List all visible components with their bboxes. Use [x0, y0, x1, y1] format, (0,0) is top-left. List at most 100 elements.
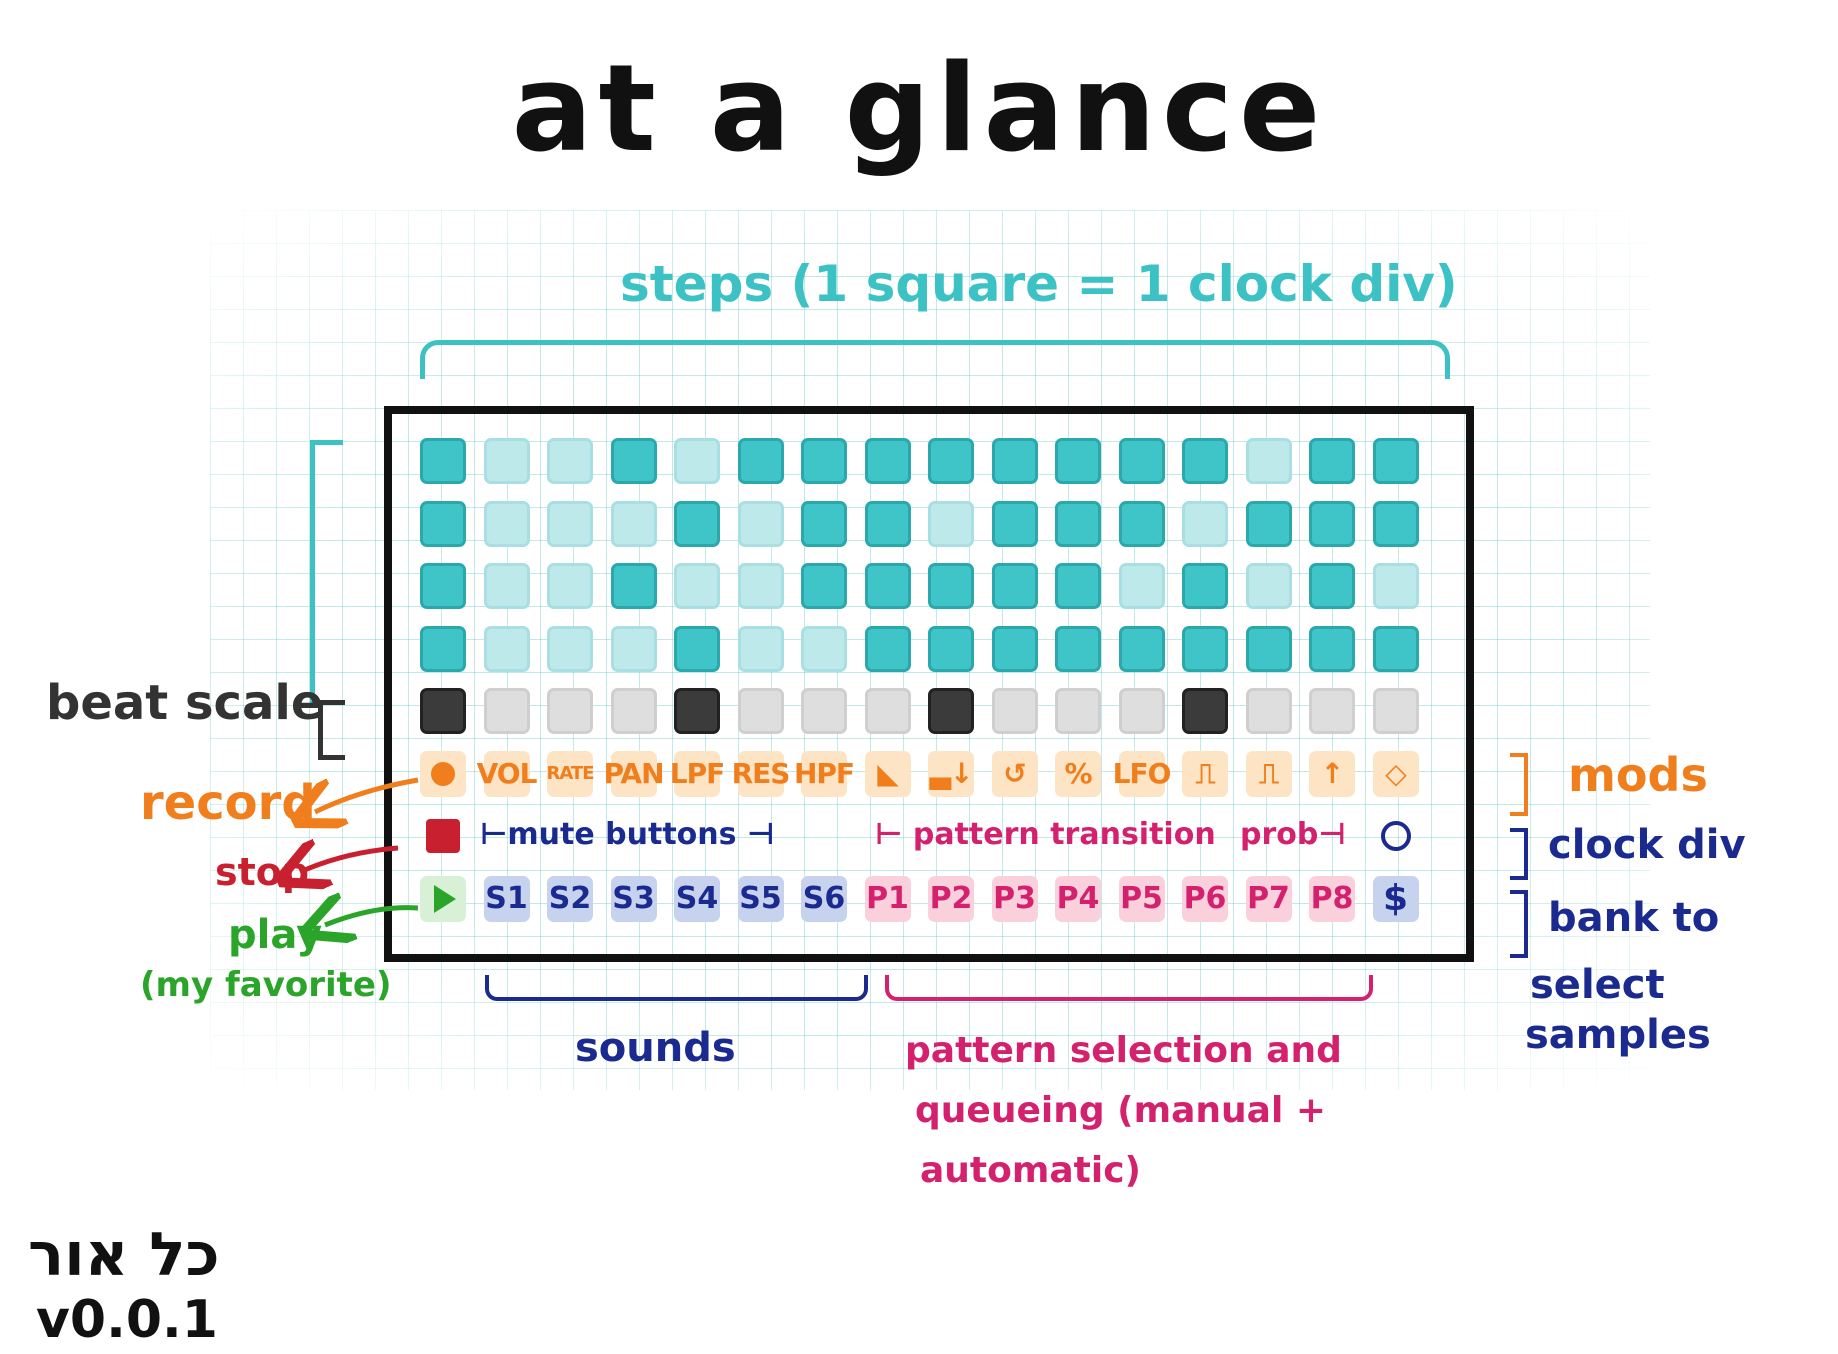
bank-button[interactable]: $	[1372, 875, 1419, 922]
step-button[interactable]	[1372, 563, 1419, 609]
step-button[interactable]	[1055, 563, 1101, 609]
beat-scale-button[interactable]	[737, 688, 784, 734]
step-button[interactable]	[928, 563, 974, 609]
step-button[interactable]	[674, 625, 720, 672]
mod-button[interactable]: VOL	[477, 750, 537, 797]
step-button[interactable]	[420, 625, 466, 672]
step-button[interactable]	[928, 500, 974, 547]
beat-scale-button[interactable]	[420, 688, 466, 734]
step-button[interactable]	[991, 500, 1038, 547]
step-button[interactable]	[1372, 438, 1419, 484]
step-button[interactable]	[420, 563, 466, 609]
step-button[interactable]	[674, 500, 720, 547]
step-button[interactable]	[1309, 438, 1355, 484]
sound-button[interactable]: S3	[610, 875, 657, 922]
beat-scale-button[interactable]	[610, 688, 657, 734]
pattern-button[interactable]: P2	[928, 875, 974, 922]
mod-button[interactable]: ◇	[1372, 750, 1419, 797]
step-button[interactable]	[991, 625, 1038, 672]
step-button[interactable]	[864, 500, 911, 547]
step-button[interactable]	[1309, 563, 1355, 609]
mod-button[interactable]: LPF	[670, 750, 725, 797]
step-button[interactable]	[1245, 563, 1292, 609]
step-button[interactable]	[737, 500, 784, 547]
step-button[interactable]	[1372, 500, 1419, 547]
step-button[interactable]	[483, 625, 530, 672]
beat-scale-button[interactable]	[864, 688, 911, 734]
step-button[interactable]	[1118, 563, 1165, 609]
step-button[interactable]	[801, 625, 847, 672]
step-button[interactable]	[801, 563, 847, 609]
step-button[interactable]	[864, 625, 911, 672]
step-button[interactable]	[420, 438, 466, 484]
step-button[interactable]	[1118, 625, 1165, 672]
mod-button[interactable]: RATE	[547, 750, 594, 797]
step-button[interactable]	[928, 625, 974, 672]
beat-scale-button[interactable]	[991, 688, 1038, 734]
step-button[interactable]	[1055, 500, 1101, 547]
beat-scale-button[interactable]	[674, 688, 720, 734]
sound-button[interactable]: S1	[483, 875, 530, 922]
record-button[interactable]	[420, 750, 466, 797]
step-button[interactable]	[547, 625, 593, 672]
beat-scale-button[interactable]	[928, 688, 974, 734]
beat-scale-button[interactable]	[1055, 688, 1101, 734]
step-button[interactable]	[483, 563, 530, 609]
step-button[interactable]	[420, 500, 466, 547]
step-button[interactable]	[864, 563, 911, 609]
step-button[interactable]	[737, 563, 784, 609]
pattern-button[interactable]: P6	[1182, 875, 1228, 922]
step-button[interactable]	[1245, 500, 1292, 547]
step-button[interactable]	[1055, 625, 1101, 672]
step-button[interactable]	[547, 563, 593, 609]
step-button[interactable]	[801, 500, 847, 547]
step-button[interactable]	[1118, 500, 1165, 547]
step-button[interactable]	[928, 438, 974, 484]
beat-scale-button[interactable]	[1372, 688, 1419, 734]
step-button[interactable]	[737, 625, 784, 672]
pattern-button[interactable]: P1	[864, 875, 911, 922]
step-button[interactable]	[483, 500, 530, 547]
step-button[interactable]	[737, 438, 784, 484]
step-button[interactable]	[1182, 500, 1228, 547]
mod-button[interactable]: ⎍	[1245, 750, 1292, 797]
step-button[interactable]	[1245, 438, 1292, 484]
step-button[interactable]	[610, 500, 657, 547]
beat-scale-button[interactable]	[1309, 688, 1355, 734]
step-button[interactable]	[1182, 438, 1228, 484]
step-button[interactable]	[801, 438, 847, 484]
step-button[interactable]	[1309, 625, 1355, 672]
beat-scale-button[interactable]	[801, 688, 847, 734]
mod-button[interactable]: RES	[732, 750, 790, 797]
beat-scale-button[interactable]	[1118, 688, 1165, 734]
clock-div-button[interactable]	[1373, 813, 1419, 859]
mod-button[interactable]: ↑	[1309, 750, 1355, 797]
mod-button[interactable]: ⎍	[1182, 750, 1228, 797]
mod-button[interactable]: %	[1055, 750, 1101, 797]
step-button[interactable]	[864, 438, 911, 484]
mod-button[interactable]: ◣	[864, 750, 911, 797]
mod-button[interactable]: ↺	[991, 750, 1038, 797]
step-button[interactable]	[991, 438, 1038, 484]
sound-button[interactable]: S4	[674, 875, 720, 922]
step-button[interactable]	[1118, 438, 1165, 484]
sound-button[interactable]: S5	[737, 875, 784, 922]
mod-button[interactable]: ▃↓	[928, 750, 974, 797]
step-button[interactable]	[1055, 438, 1101, 484]
sound-button[interactable]: S6	[801, 875, 847, 922]
beat-scale-button[interactable]	[483, 688, 530, 734]
step-button[interactable]	[610, 438, 657, 484]
beat-scale-button[interactable]	[1182, 688, 1228, 734]
step-button[interactable]	[1182, 625, 1228, 672]
pattern-button[interactable]: P5	[1118, 875, 1165, 922]
sound-button[interactable]: S2	[547, 875, 593, 922]
beat-scale-button[interactable]	[1245, 688, 1292, 734]
step-button[interactable]	[991, 563, 1038, 609]
stop-button[interactable]	[420, 813, 466, 859]
step-button[interactable]	[610, 625, 657, 672]
pattern-button[interactable]: P4	[1055, 875, 1101, 922]
step-button[interactable]	[483, 438, 530, 484]
play-button[interactable]	[420, 875, 466, 922]
beat-scale-button[interactable]	[547, 688, 593, 734]
step-button[interactable]	[1182, 563, 1228, 609]
